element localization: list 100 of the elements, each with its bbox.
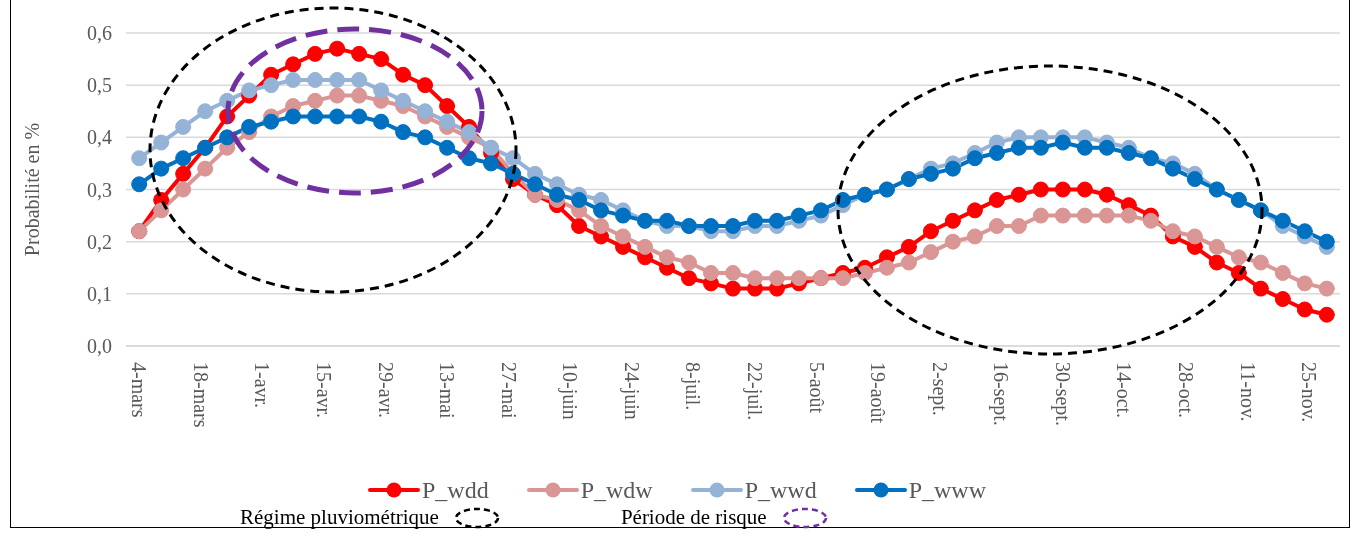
point xyxy=(1098,186,1115,203)
x-tick-label: 11-nov. xyxy=(1236,362,1259,422)
point xyxy=(197,103,214,120)
point xyxy=(944,233,961,250)
point xyxy=(263,113,280,130)
point xyxy=(1010,139,1027,156)
point xyxy=(197,160,214,177)
point xyxy=(1054,134,1071,151)
point xyxy=(988,191,1005,208)
point xyxy=(1252,280,1269,297)
point xyxy=(725,264,741,281)
x-tick-label: 28-oct. xyxy=(1175,362,1198,419)
point xyxy=(1010,218,1027,235)
point xyxy=(153,160,170,177)
point xyxy=(285,108,302,125)
point xyxy=(549,186,566,203)
y-tick-label: 0,1 xyxy=(87,282,112,305)
point xyxy=(373,51,390,68)
x-tick-label: 30-sept. xyxy=(1050,362,1074,426)
point xyxy=(1032,181,1049,198)
y-tick-label: 0,5 xyxy=(87,74,112,97)
point xyxy=(1296,275,1313,292)
point xyxy=(615,228,632,245)
point xyxy=(329,87,346,104)
x-tick-label: 8-juil. xyxy=(681,362,705,411)
point xyxy=(1230,249,1247,266)
point xyxy=(1186,171,1203,188)
point xyxy=(637,238,654,255)
point xyxy=(1186,228,1203,245)
point xyxy=(1318,280,1335,297)
point xyxy=(768,270,785,287)
point xyxy=(1296,301,1313,318)
point xyxy=(307,45,324,62)
point xyxy=(1098,139,1115,156)
point xyxy=(922,165,939,182)
legend-label: P_wdw xyxy=(580,476,653,504)
y-tick-label: 0,4 xyxy=(87,126,112,149)
point xyxy=(615,207,632,224)
point xyxy=(725,280,741,297)
point xyxy=(373,82,390,99)
point xyxy=(1054,207,1071,224)
point xyxy=(307,92,324,109)
point xyxy=(351,108,368,125)
point xyxy=(944,212,961,229)
point xyxy=(329,108,346,125)
y-tick-label: 0,6 xyxy=(87,22,112,44)
point xyxy=(1120,144,1137,161)
point xyxy=(439,139,456,156)
point xyxy=(1164,160,1181,177)
point xyxy=(417,103,434,120)
point xyxy=(483,155,500,172)
x-tick-label: 27-mai xyxy=(497,362,520,420)
point xyxy=(1252,254,1269,271)
point xyxy=(944,160,961,177)
y-tick-label: 0,2 xyxy=(87,230,112,253)
point xyxy=(285,56,302,73)
point xyxy=(351,87,368,104)
point xyxy=(1142,212,1159,229)
point xyxy=(329,71,346,88)
point xyxy=(439,98,456,115)
point xyxy=(746,212,763,229)
point xyxy=(834,270,851,287)
point xyxy=(329,40,346,57)
point xyxy=(1076,139,1093,156)
point xyxy=(1318,306,1335,323)
point xyxy=(461,124,478,141)
point xyxy=(241,82,258,99)
point xyxy=(131,150,148,167)
point xyxy=(571,218,588,235)
point xyxy=(1054,181,1071,198)
point xyxy=(417,77,434,94)
point xyxy=(1208,254,1225,271)
text: Période de risque xyxy=(620,505,767,530)
x-tick-label: 10-juin xyxy=(558,362,582,420)
point xyxy=(1318,233,1335,250)
x-tick-label: 1-avr. xyxy=(251,362,274,409)
point xyxy=(1296,223,1313,240)
point xyxy=(988,218,1005,235)
point xyxy=(681,270,698,287)
point xyxy=(703,218,720,235)
point xyxy=(395,66,412,83)
point xyxy=(527,176,544,193)
point xyxy=(571,191,588,208)
point xyxy=(395,124,412,141)
point xyxy=(131,176,148,193)
legend-label: P_wwd xyxy=(744,476,817,504)
point xyxy=(351,71,368,88)
point xyxy=(1274,291,1291,308)
point xyxy=(1164,223,1181,240)
x-tick-label: 2-sept. xyxy=(927,362,951,416)
y-tick-label: 0,0 xyxy=(87,335,112,357)
point xyxy=(1120,207,1137,224)
x-tick-label: 16-sept. xyxy=(989,362,1013,426)
x-tick-label: 13-mai xyxy=(436,362,459,420)
point xyxy=(966,150,983,167)
point xyxy=(878,259,895,276)
point xyxy=(1032,207,1049,224)
point xyxy=(153,134,170,151)
point xyxy=(175,150,192,167)
x-tick-label: 18-mars xyxy=(189,362,212,428)
